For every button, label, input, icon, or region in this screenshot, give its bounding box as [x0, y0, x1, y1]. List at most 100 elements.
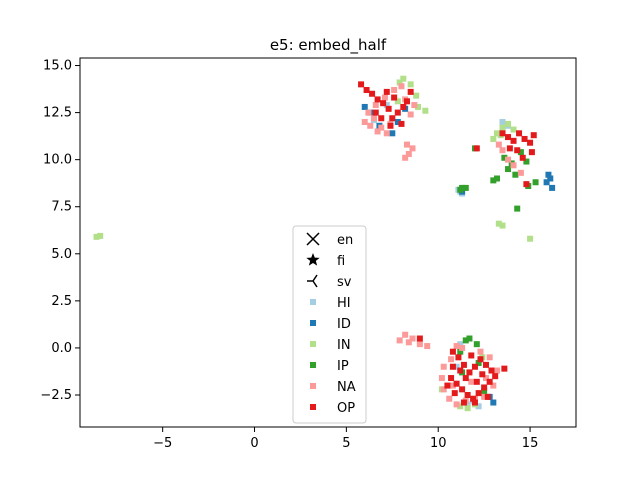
data-point — [475, 403, 482, 410]
data-point — [403, 98, 410, 105]
legend-label: fi — [337, 254, 345, 269]
legend: en fi sv HI ID IN IP NA OP — [292, 225, 367, 424]
data-point — [451, 390, 458, 397]
data-point — [490, 382, 497, 389]
star-marker-icon — [306, 253, 320, 266]
legend-label: IP — [337, 359, 349, 374]
data-point — [530, 132, 537, 139]
data-point — [473, 378, 480, 385]
data-point — [459, 184, 466, 191]
data-point — [363, 87, 370, 94]
data-point — [383, 102, 390, 109]
data-point — [378, 124, 385, 131]
data-point — [372, 109, 379, 116]
data-point — [492, 373, 499, 380]
data-point — [374, 96, 381, 103]
data-point — [409, 145, 416, 152]
data-point — [367, 122, 374, 129]
data-point — [505, 166, 512, 173]
data-point — [475, 390, 482, 397]
data-point — [464, 405, 471, 412]
data-point — [464, 401, 471, 408]
data-point — [413, 92, 420, 99]
data-point — [499, 222, 506, 229]
data-point — [374, 128, 381, 135]
data-point — [547, 175, 554, 182]
y-tick-label: 2.5 — [51, 294, 72, 309]
data-point — [449, 348, 456, 355]
data-point — [532, 179, 539, 186]
series-HI — [370, 102, 512, 410]
data-point — [488, 367, 495, 374]
data-point — [385, 105, 392, 112]
legend-label: IN — [337, 338, 351, 353]
data-point — [457, 367, 464, 374]
y-tick-label: 10.0 — [43, 153, 72, 168]
data-point — [479, 371, 486, 378]
data-point — [391, 87, 398, 94]
data-point — [499, 119, 506, 126]
data-point — [523, 181, 530, 188]
data-point — [499, 147, 506, 154]
data-point — [440, 386, 447, 393]
data-point — [422, 107, 429, 114]
data-point — [402, 331, 409, 338]
legend-label: OP — [337, 401, 355, 416]
y-tick-label: 7.5 — [51, 200, 72, 215]
legend-swatch — [310, 299, 316, 305]
data-point — [424, 343, 431, 350]
data-point — [372, 102, 379, 109]
data-point — [387, 122, 394, 129]
legend-label: ID — [337, 317, 351, 332]
data-point — [494, 130, 501, 137]
data-point — [495, 220, 502, 227]
data-point — [510, 126, 517, 133]
x-tick-label: 0 — [250, 436, 258, 451]
data-point — [490, 135, 497, 142]
data-point — [394, 98, 401, 105]
data-point — [482, 361, 489, 368]
data-point — [394, 109, 401, 116]
data-point — [516, 130, 523, 137]
data-point — [517, 169, 524, 176]
data-point — [514, 205, 521, 212]
data-point — [389, 115, 396, 122]
y-tick-label: 12.5 — [43, 106, 72, 121]
data-point — [484, 393, 491, 400]
data-point — [528, 149, 535, 156]
data-point — [501, 365, 508, 372]
data-point — [499, 130, 506, 137]
data-point — [494, 175, 501, 182]
x-marker-icon — [306, 232, 320, 246]
data-point — [490, 399, 497, 406]
data-point — [549, 184, 556, 191]
data-point — [396, 79, 403, 86]
y-tick-label: 5.0 — [51, 247, 72, 262]
data-point — [93, 233, 100, 240]
data-point — [470, 395, 477, 402]
data-point — [440, 363, 447, 370]
data-point — [473, 341, 480, 348]
data-point — [495, 141, 502, 148]
data-point — [453, 343, 460, 350]
data-point — [449, 363, 456, 370]
data-point — [407, 81, 414, 88]
data-point — [517, 149, 524, 156]
data-point — [409, 335, 416, 342]
data-point — [481, 388, 488, 395]
data-point — [459, 344, 466, 351]
y-tick-label: −2.5 — [40, 388, 72, 403]
data-point — [506, 145, 513, 152]
data-point — [505, 156, 512, 163]
data-point — [462, 375, 469, 382]
data-point — [505, 120, 512, 127]
data-point — [453, 401, 460, 408]
data-point — [468, 352, 475, 359]
data-point — [416, 335, 423, 342]
data-point — [459, 386, 466, 393]
points-layer — [93, 75, 556, 412]
data-point — [444, 382, 451, 389]
legend-swatch — [310, 362, 316, 368]
data-point — [462, 337, 469, 344]
plot-frame — [79, 57, 577, 428]
